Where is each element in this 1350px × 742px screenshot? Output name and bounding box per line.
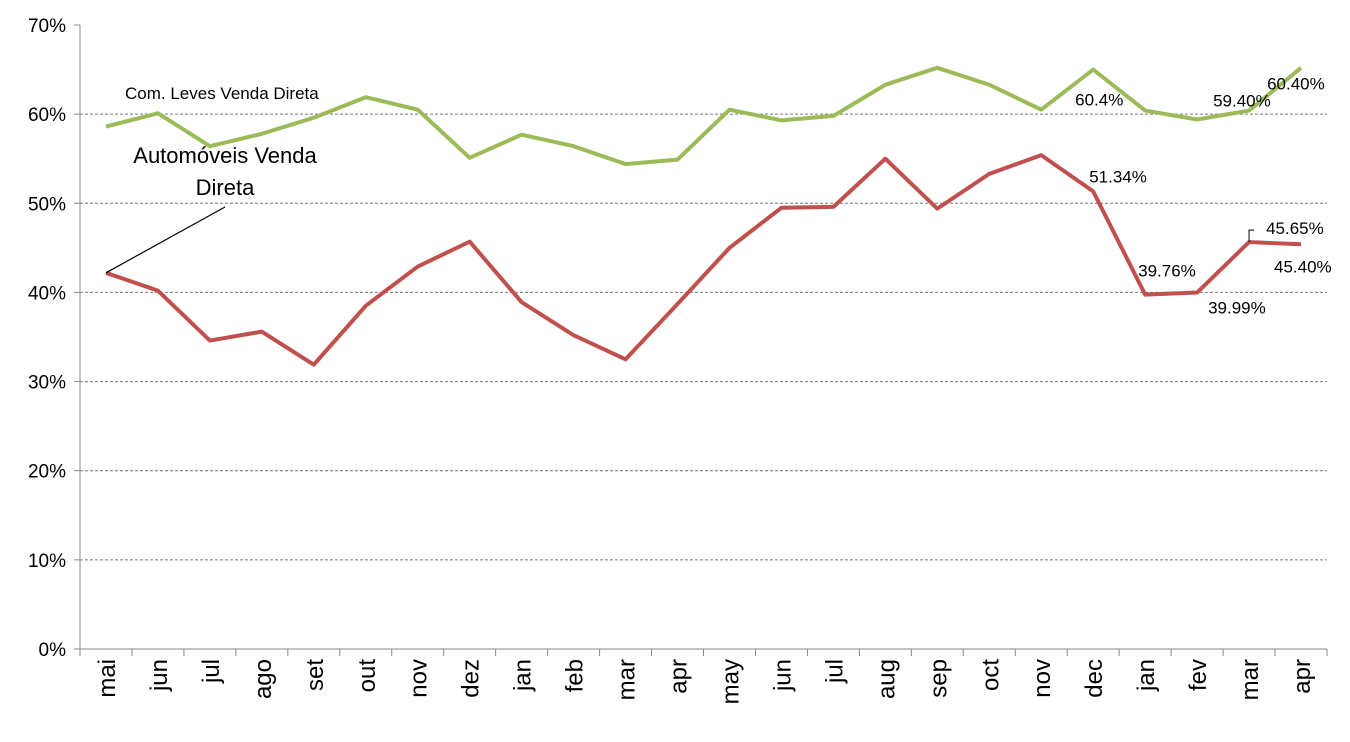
x-tick-label: oct: [977, 659, 1004, 691]
y-tick-label: 20%: [28, 462, 66, 483]
data-label: 60.40%: [1267, 75, 1325, 94]
x-tick-label: ago: [250, 659, 277, 699]
series-line: [105, 153, 1302, 367]
data-label: 45.65%: [1266, 219, 1324, 238]
x-tick-label: mar: [614, 659, 641, 700]
x-tick-label: nov: [406, 659, 433, 698]
data-label: 45.40%: [1274, 257, 1332, 276]
x-tick-label: out: [354, 659, 381, 693]
y-tick-label: 0%: [39, 640, 67, 661]
x-tick-label: jun: [769, 659, 796, 692]
label-leader: [1248, 229, 1255, 243]
x-tick-label: may: [717, 659, 744, 704]
x-tick-label: jan: [510, 659, 537, 692]
x-tick-label: jan: [1133, 659, 1160, 692]
x-tick-label: dec: [1081, 659, 1108, 698]
series-label: Automóveis Venda Direta: [133, 143, 317, 200]
x-tick-label: feb: [562, 659, 589, 692]
y-tick-label: 50%: [28, 194, 66, 215]
label-leader: [105, 206, 226, 274]
y-tick-label: 10%: [28, 551, 66, 572]
x-tick-label: jul: [821, 659, 848, 684]
x-tick-label: jun: [146, 659, 173, 692]
data-label: 51.34%: [1089, 167, 1147, 186]
x-tick-label: apr: [1289, 659, 1316, 694]
data-label: 39.76%: [1138, 262, 1196, 281]
x-tick-label: sep: [925, 659, 952, 698]
y-tick-label: 40%: [28, 283, 66, 304]
x-tick-label: mai: [94, 659, 121, 698]
x-tick-label: apr: [666, 659, 693, 694]
data-label: 39.99%: [1208, 299, 1266, 318]
data-label: 60.4%: [1075, 91, 1123, 110]
x-tick-label: mar: [1237, 659, 1264, 700]
data-label: 59.40%: [1213, 91, 1271, 110]
x-tick-label: nov: [1029, 659, 1056, 698]
y-tick-label: 60%: [28, 105, 66, 126]
series-line: [105, 65, 1303, 167]
x-tick-label: dez: [458, 659, 485, 698]
x-tick-label: fev: [1185, 659, 1212, 691]
x-tick-label: set: [302, 659, 329, 691]
y-tick-label: 30%: [28, 373, 66, 394]
x-tick-label: jul: [198, 659, 225, 684]
y-tick-label: 70%: [28, 16, 66, 37]
x-tick-label: aug: [873, 659, 900, 699]
series-label: Com. Leves Venda Direta: [125, 84, 319, 103]
